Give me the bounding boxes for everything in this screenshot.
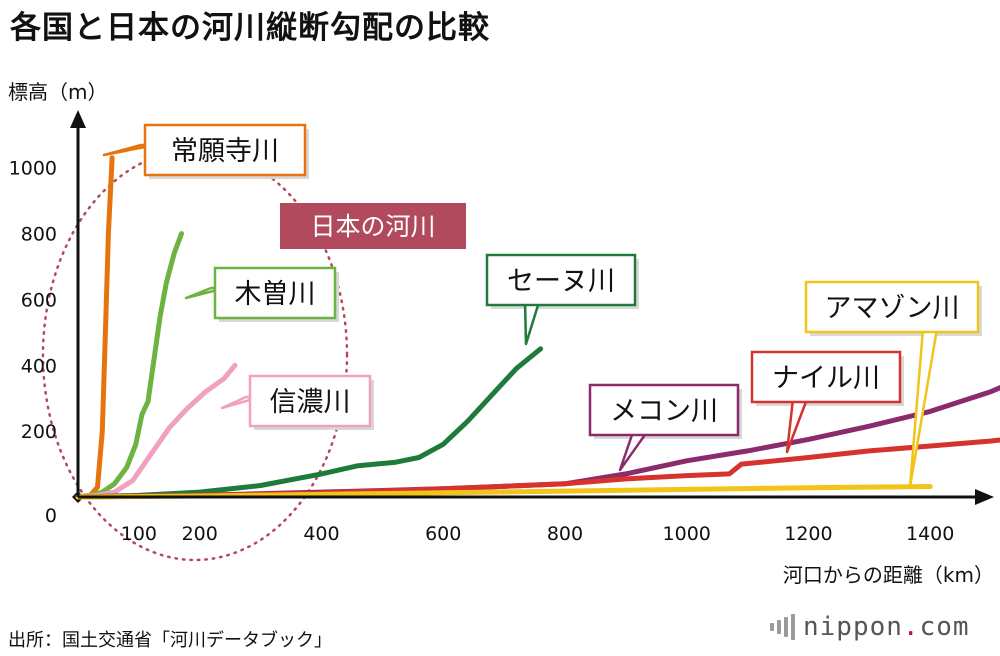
logo-mark-icon bbox=[770, 614, 795, 640]
series-label-jouganji: 常願寺川 bbox=[171, 136, 279, 167]
y-tick-label-600: 600 bbox=[21, 289, 57, 311]
series-line-kiso bbox=[75, 231, 184, 500]
y-axis-title: 標高（m） bbox=[8, 80, 107, 104]
x-tick-label-800: 800 bbox=[547, 523, 583, 545]
x-tick-label-100: 100 bbox=[121, 523, 157, 545]
nippon-logo: nippon.com bbox=[770, 612, 970, 642]
logo-dot: . bbox=[902, 612, 920, 642]
x-tick-label-200: 200 bbox=[182, 523, 218, 545]
callout-box-seine bbox=[485, 253, 637, 307]
series-label-nile: ナイル川 bbox=[772, 363, 880, 394]
callout-box-jouganji bbox=[143, 123, 307, 177]
logo-name: nippon bbox=[803, 612, 903, 642]
x-axis-title: 河口からの距離（km） bbox=[783, 563, 994, 587]
callout-box-kiso bbox=[213, 266, 337, 320]
y-tick-label-200: 200 bbox=[21, 421, 57, 443]
x-tick-label-1000: 1000 bbox=[663, 523, 711, 545]
y-axis-arrow bbox=[70, 110, 86, 128]
source-note: 出所：国土交通省「河川データブック」 bbox=[8, 630, 332, 651]
series-label-mekong: メコン川 bbox=[610, 396, 718, 427]
callout-box-amazon bbox=[804, 280, 980, 334]
japan-rivers-ellipse bbox=[41, 148, 349, 562]
callout-box-shinano bbox=[248, 374, 372, 428]
series-line-jouganji bbox=[75, 155, 115, 500]
x-tick-label-400: 400 bbox=[303, 523, 339, 545]
chart-title: 各国と日本の河川縦断勾配の比較 bbox=[10, 10, 490, 46]
callout-box-nile bbox=[750, 350, 902, 404]
y-tick-label-1000: 1000 bbox=[9, 158, 57, 180]
y-tick-label-400: 400 bbox=[21, 355, 57, 377]
x-tick-label-600: 600 bbox=[425, 523, 461, 545]
series-label-amazon: アマゾン川 bbox=[825, 293, 960, 324]
x-tick-label-1200: 1200 bbox=[784, 523, 832, 545]
series-line-seine bbox=[75, 346, 544, 500]
y-tick-label-800: 800 bbox=[21, 224, 57, 246]
x-tick-label-1400: 1400 bbox=[906, 523, 954, 545]
callout-box-mekong bbox=[588, 383, 740, 437]
group-label-box bbox=[280, 203, 466, 249]
series-label-kiso: 木曽川 bbox=[235, 279, 316, 310]
series-label-seine: セーヌ川 bbox=[507, 266, 615, 297]
x-axis-arrow bbox=[975, 489, 994, 505]
callout-tail-seine bbox=[523, 300, 541, 346]
y-tick-label-0: 0 bbox=[45, 505, 57, 527]
logo-tld: com bbox=[919, 612, 970, 642]
series-line-shinano bbox=[75, 362, 238, 500]
group-label-text: 日本の河川 bbox=[310, 212, 435, 241]
series-label-shinano: 信濃川 bbox=[270, 387, 351, 418]
